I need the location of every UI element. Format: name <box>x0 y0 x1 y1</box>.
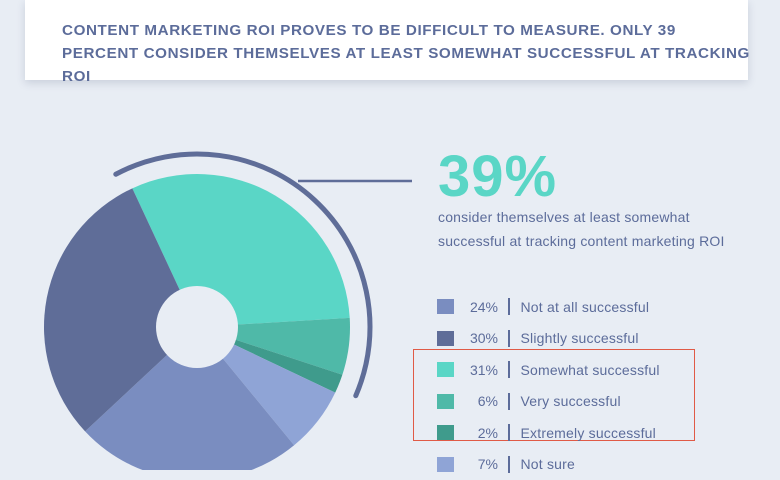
legend-separator <box>508 456 510 473</box>
legend-item: 30% Slightly successful <box>437 323 660 355</box>
legend-swatch <box>437 425 454 440</box>
legend-percent: 2% <box>454 425 498 441</box>
legend-item: 24% Not at all successful <box>437 291 660 323</box>
legend-separator <box>508 393 510 410</box>
legend-label: Slightly successful <box>521 330 639 346</box>
legend-separator <box>508 298 510 315</box>
legend-item: 7% Not sure <box>437 449 660 480</box>
legend-percent: 30% <box>454 330 498 346</box>
legend-separator <box>508 330 510 347</box>
donut-hole <box>156 286 238 368</box>
callout-percent: 39% <box>438 145 557 209</box>
legend-item: 2% Extremely successful <box>437 417 660 449</box>
legend-swatch <box>437 362 454 377</box>
legend-label: Somewhat successful <box>521 362 660 378</box>
legend-separator <box>508 361 510 378</box>
legend-percent: 31% <box>454 362 498 378</box>
legend-label: Extremely successful <box>521 425 656 441</box>
legend-separator <box>508 424 510 441</box>
legend-item: 31% Somewhat successful <box>437 354 660 386</box>
legend-percent: 24% <box>454 299 498 315</box>
legend-swatch <box>437 331 454 346</box>
legend-label: Very successful <box>521 393 621 409</box>
legend-swatch <box>437 299 454 314</box>
callout-text: consider themselves at least somewhat su… <box>438 205 758 253</box>
legend-percent: 6% <box>454 393 498 409</box>
legend-swatch <box>437 394 454 409</box>
legend: 24% Not at all successful 30% Slightly s… <box>437 291 660 480</box>
legend-item: 6% Very successful <box>437 386 660 418</box>
legend-label: Not at all successful <box>521 299 650 315</box>
